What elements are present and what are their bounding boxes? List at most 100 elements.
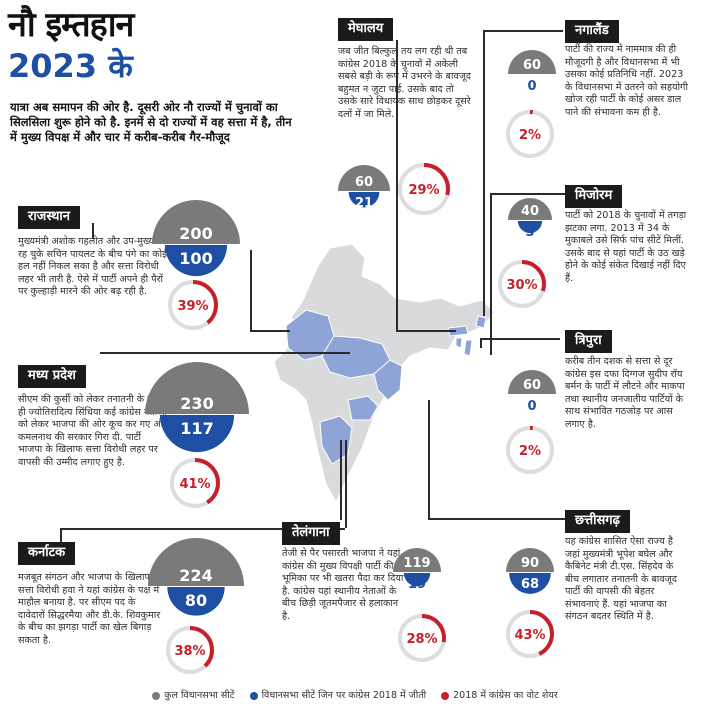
connector-meghalaya-h — [396, 330, 456, 332]
vote-share-nagaland: 2% — [519, 128, 541, 143]
state-label-meghalaya: मेघालय — [338, 18, 394, 41]
vote-share-rajasthan: 39% — [177, 299, 208, 314]
connector-rajasthan-h — [250, 330, 290, 332]
chhattisgarh-shape — [373, 359, 403, 401]
vote-share-tripura: 2% — [519, 444, 541, 459]
won-seats-tripura: 0 — [527, 399, 536, 414]
won-seats-half-chhattisgarh — [509, 573, 551, 594]
won-seats-half-rajasthan — [164, 245, 228, 277]
nagaland-shape — [475, 315, 487, 329]
tripura-shape — [455, 337, 463, 349]
page-title: नौ इम्तहान — [8, 5, 134, 45]
won-seats-half-karnataka — [167, 587, 225, 616]
ring-arc-meghalaya — [398, 163, 450, 215]
total-seats-karnataka: 224 — [179, 566, 212, 585]
telangana-shape — [347, 395, 379, 421]
state-desc-nagaland: पार्टी की राज्य में नाममात्र की ही मौजूद… — [565, 44, 688, 118]
vote-share-chhattisgarh: 43% — [514, 628, 545, 643]
vote-share-mizoram: 30% — [506, 278, 537, 293]
state-label-mizoram: मिजोरम — [565, 185, 623, 208]
connector-tripura-v — [480, 338, 482, 348]
won-seats-nagaland: 0 — [527, 79, 536, 94]
state-desc-rajasthan: मुख्यमंत्री अशोक गहलोत और उप-मुख्यमंत्री… — [18, 236, 168, 297]
total-seats-half-rajasthan — [152, 200, 240, 244]
karnataka-shape — [319, 415, 353, 465]
total-seats-meghalaya: 60 — [355, 175, 373, 190]
connector-mp — [100, 352, 350, 354]
connector-karnataka-v — [345, 440, 347, 528]
total-seats-telangana: 119 — [403, 556, 430, 571]
page-subtitle: 2023 के — [8, 47, 133, 85]
mizoram-shape — [463, 339, 473, 357]
state-label-mp: मध्य प्रदेश — [18, 365, 86, 388]
vote-share-karnataka: 38% — [174, 644, 205, 659]
seats-badge-mizoram: 405 — [508, 198, 552, 240]
ring-arc-mp — [170, 458, 220, 508]
vote-share-meghalaya: 29% — [408, 183, 439, 198]
connector-tripura — [480, 338, 560, 340]
total-seats-chhattisgarh: 90 — [521, 556, 539, 571]
state-label-rajasthan: राजस्थान — [18, 206, 81, 229]
total-seats-tripura: 60 — [523, 378, 541, 393]
vote-share-ring-karnataka: 38% — [166, 626, 214, 674]
won-seats-half-mp — [159, 415, 235, 453]
state-desc-telangana: तेजी से पैर पसारती भाजपा ने यहां कांग्रे… — [282, 548, 404, 622]
vote-share-ring-rajasthan: 39% — [168, 280, 218, 330]
won-seats-rajasthan: 100 — [179, 249, 212, 268]
won-seats-karnataka: 80 — [185, 591, 207, 610]
state-desc-karnataka: मजबूत संगठन और भाजपा के खिलाफ सत्ता विरो… — [18, 572, 161, 646]
won-seats-mp: 117 — [180, 419, 213, 438]
won-seats-telangana: 19 — [408, 577, 426, 592]
total-seats-nagaland: 60 — [523, 58, 541, 73]
meghalaya-shape — [447, 325, 469, 337]
state-desc-chhattisgarh: यह कांग्रेस शासित ऐसा राज्य है जहां मुख्… — [565, 536, 677, 622]
connector-meghalaya — [396, 40, 398, 330]
legend-label-total: कुल विधानसभा सीटें — [164, 690, 235, 701]
vote-share-mp: 41% — [179, 477, 210, 492]
connector-nagaland-h — [483, 30, 563, 32]
connector-rajasthan-v — [250, 250, 252, 330]
state-label-chhattisgarh: छत्तीसगढ़ — [565, 510, 630, 533]
legend-dot-gray — [152, 691, 161, 700]
total-seats-half-telangana — [393, 548, 441, 572]
vote-share-ring-mp: 41% — [170, 458, 220, 508]
ring-arc-nagaland — [506, 110, 554, 158]
connector-rajasthan — [92, 223, 94, 239]
won-seats-chhattisgarh: 68 — [521, 577, 539, 592]
won-seats-meghalaya: 21 — [355, 196, 373, 211]
total-seats-half-mp — [145, 362, 249, 414]
vote-share-ring-chhattisgarh: 43% — [506, 610, 554, 658]
vote-share-ring-meghalaya: 29% — [398, 163, 450, 215]
legend-item-total: कुल विधानसभा सीटें — [152, 688, 235, 701]
total-seats-half-karnataka — [148, 538, 244, 586]
connector-mizoram — [490, 193, 492, 355]
ring-arc-telangana — [398, 614, 446, 662]
won-seats-half-mizoram — [517, 221, 543, 234]
legend-dot-red — [441, 691, 450, 700]
total-seats-mp: 230 — [180, 394, 213, 413]
ring-arc-tripura — [506, 426, 554, 474]
legend-label-share: 2018 में कांग्रेस का वोट शेयर — [453, 690, 558, 701]
state-desc-mp: सीएम की कुर्सी को लेकर तनातनी के चलते ही… — [18, 394, 168, 468]
state-label-tripura: त्रिपुरा — [565, 330, 612, 353]
total-seats-half-chhattisgarh — [506, 548, 554, 572]
connector-karnataka-h — [60, 528, 345, 530]
total-seats-half-nagaland — [508, 50, 556, 74]
connector-chhattisgarh-h — [428, 518, 568, 520]
legend-label-won: विधानसभा सीटें जिन पर कांग्रेस 2018 में … — [261, 690, 427, 701]
total-seats-mizoram: 40 — [521, 204, 539, 219]
seats-badge-tripura: 600 — [508, 370, 556, 414]
legend-item-won: विधानसभा सीटें जिन पर कांग्रेस 2018 में … — [249, 688, 427, 701]
vote-share-telangana: 28% — [406, 632, 437, 647]
connector-mizoram-h — [490, 193, 565, 195]
intro-text: यात्रा अब समापन की ओर है. दूसरी ओर नौ रा… — [10, 100, 292, 144]
total-seats-rajasthan: 200 — [179, 224, 212, 243]
state-desc-mizoram: पार्टी को 2018 के चुनावों में तगड़ा झटका… — [565, 210, 687, 284]
ring-arc-rajasthan — [168, 280, 218, 330]
total-seats-half-tripura — [508, 370, 556, 394]
